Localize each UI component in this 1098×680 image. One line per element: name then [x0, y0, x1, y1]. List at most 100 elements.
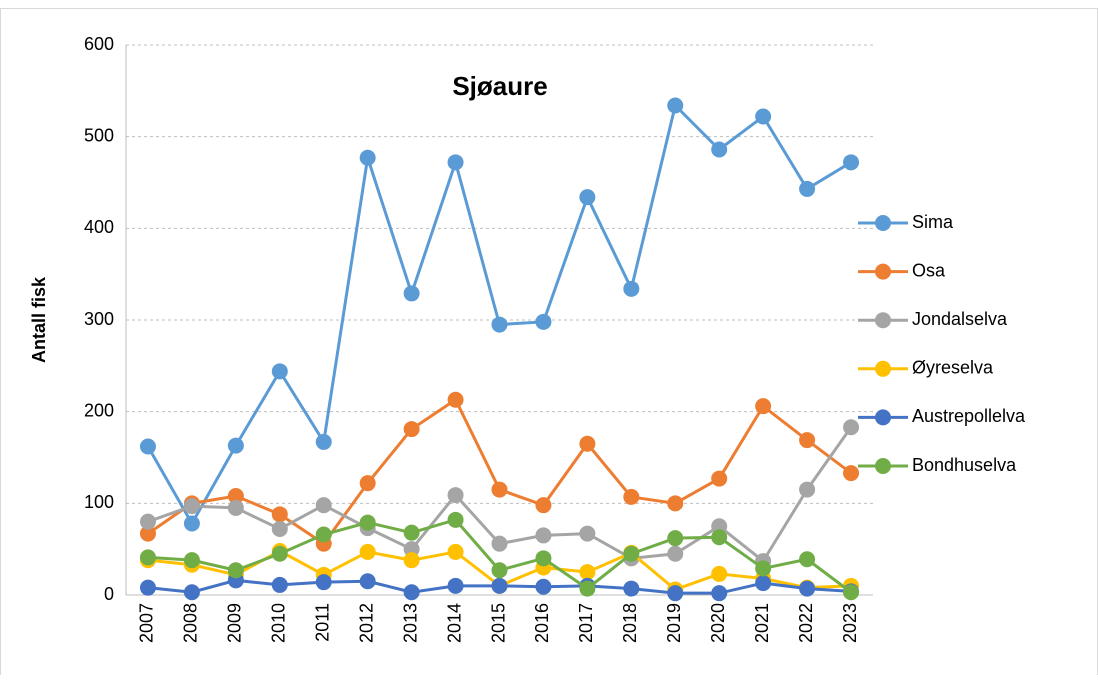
data-point	[755, 575, 772, 592]
data-point	[271, 363, 288, 380]
data-point	[183, 584, 200, 601]
data-point	[183, 552, 200, 569]
data-point	[227, 437, 244, 454]
legend-marker	[875, 360, 891, 377]
data-point	[535, 313, 552, 330]
x-tick-label: 2023	[840, 603, 860, 643]
data-point	[491, 562, 508, 579]
y-tick-label: 100	[84, 492, 114, 512]
data-point	[755, 108, 772, 125]
data-point	[667, 585, 684, 602]
data-point	[623, 545, 640, 562]
chart-title: Sjøaure	[452, 71, 547, 101]
data-point	[447, 487, 464, 504]
data-point	[579, 525, 596, 542]
data-point	[447, 577, 464, 594]
x-tick-label: 2011	[312, 603, 332, 642]
data-point	[799, 481, 816, 498]
x-tick-label: 2016	[532, 603, 552, 643]
data-point	[403, 552, 420, 569]
legend-label: Bondhuselva	[912, 455, 1017, 475]
legend-label: Sima	[912, 212, 954, 232]
data-point	[315, 526, 332, 543]
data-point	[667, 495, 684, 512]
data-point	[227, 562, 244, 579]
data-point	[227, 499, 244, 516]
data-point	[711, 565, 728, 582]
data-point	[227, 488, 244, 504]
data-point	[491, 481, 508, 498]
data-point	[711, 470, 728, 487]
data-point	[799, 432, 816, 449]
data-point	[491, 316, 508, 333]
data-point	[183, 515, 200, 532]
data-point	[579, 435, 596, 452]
data-point	[799, 551, 816, 568]
data-point	[711, 529, 728, 546]
x-tick-label: 2018	[620, 603, 640, 643]
y-tick-label: 300	[84, 309, 114, 329]
data-point	[359, 475, 376, 492]
data-point	[711, 585, 728, 602]
data-point	[843, 154, 860, 171]
data-point	[535, 497, 552, 514]
data-point	[843, 419, 860, 436]
x-tick-label: 2012	[356, 603, 376, 643]
x-tick-label: 2014	[444, 603, 464, 643]
data-point	[667, 97, 684, 114]
x-tick-label: 2008	[181, 603, 201, 643]
legend-label: Jondalselva	[912, 309, 1008, 329]
legend-marker	[875, 215, 891, 231]
data-point	[315, 574, 332, 591]
data-point	[183, 498, 200, 515]
legend-label: Øyreselva	[912, 358, 994, 378]
legend-marker	[875, 409, 891, 426]
x-tick-label: 2020	[708, 603, 728, 643]
data-point	[623, 488, 640, 505]
x-tick-label: 2021	[752, 603, 772, 643]
data-point	[755, 560, 772, 577]
x-tick-label: 2019	[664, 603, 684, 643]
data-point	[667, 530, 684, 547]
data-point	[623, 580, 640, 597]
series-line	[146, 102, 852, 527]
data-point	[139, 549, 156, 566]
x-tick-label: 2010	[269, 603, 289, 643]
data-point	[139, 525, 156, 542]
x-tick-label: 2009	[225, 603, 245, 643]
data-point	[271, 576, 288, 593]
data-point	[711, 141, 728, 158]
data-point	[315, 497, 332, 514]
data-point	[491, 535, 508, 552]
data-point	[403, 421, 420, 438]
x-tick-label: 2017	[576, 603, 596, 643]
y-tick-label: 200	[84, 400, 114, 420]
data-point	[579, 564, 596, 581]
y-tick-label: 600	[84, 34, 114, 54]
data-point	[359, 514, 376, 531]
legend-marker	[875, 312, 891, 329]
data-point	[799, 580, 816, 597]
x-tick-label: 2015	[488, 603, 508, 643]
data-point	[843, 584, 860, 601]
data-point	[447, 511, 464, 528]
data-point	[403, 541, 420, 558]
data-point	[359, 543, 376, 560]
data-point	[755, 398, 772, 415]
data-point	[403, 524, 420, 541]
data-point	[667, 545, 684, 562]
data-point	[579, 189, 596, 206]
data-point	[491, 577, 508, 594]
legend-label: Austrepollelva	[912, 406, 1026, 426]
data-point	[447, 154, 464, 171]
chart-border	[0, 8, 1098, 680]
data-point	[315, 433, 332, 450]
data-point	[843, 465, 860, 482]
data-point	[403, 584, 420, 601]
y-tick-label: 500	[84, 125, 114, 145]
data-point	[359, 149, 376, 166]
data-point	[447, 543, 464, 560]
data-point	[403, 285, 420, 302]
x-tick-label: 2007	[137, 603, 157, 643]
legend-marker	[875, 458, 891, 474]
